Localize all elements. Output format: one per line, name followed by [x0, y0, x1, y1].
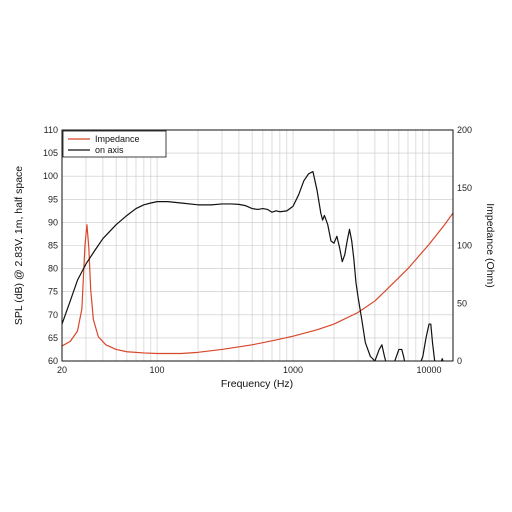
- y-left-tick-label: 100: [43, 171, 58, 181]
- series-line-impedance: [62, 212, 453, 355]
- tick-labels: 60 65 70 75 80 85 90 95 100 105 110 0 50 100 150 200 20 1…: [43, 125, 472, 375]
- y-right-axis-title: Impedance (Ohm): [484, 203, 496, 288]
- y-right-tick-label: 50: [457, 298, 467, 308]
- legend-box: [62, 130, 167, 158]
- series-lines: [62, 170, 453, 361]
- y-left-tick-label: 60: [48, 356, 58, 366]
- legend-label-on-axis: on axis: [95, 145, 124, 155]
- x-tick-label: 20: [57, 365, 67, 375]
- plot-frame: [61, 129, 454, 362]
- y-left-tick-label: 85: [48, 241, 58, 251]
- y-left-axis-title: SPL (dB) @ 2.83V, 1m, half space: [13, 166, 25, 325]
- y-right-tick-label: 0: [457, 356, 462, 366]
- y-right-tick-label: 100: [457, 241, 472, 251]
- y-left-tick-label: 110: [44, 125, 58, 135]
- y-left-tick-label: 80: [48, 264, 58, 274]
- y-right-tick-label: 200: [457, 125, 472, 135]
- y-left-tick-label: 70: [48, 310, 58, 320]
- series-line-on-axis: [62, 170, 444, 361]
- legend: Impedance on axis: [62, 130, 167, 158]
- x-tick-label: 10000: [417, 365, 442, 375]
- x-tick-label: 1000: [283, 365, 303, 375]
- x-tick-label: 100: [150, 365, 165, 375]
- legend-label-impedance: Impedance: [95, 134, 140, 144]
- y-right-tick-label: 150: [457, 183, 472, 193]
- y-left-tick-label: 90: [48, 217, 58, 227]
- x-axis-title: Frequency (Hz): [221, 378, 293, 390]
- y-left-tick-label: 105: [43, 148, 58, 158]
- y-left-tick-label: 75: [48, 287, 58, 297]
- y-left-tick-label: 65: [48, 333, 58, 343]
- y-left-tick-label: 95: [48, 194, 58, 204]
